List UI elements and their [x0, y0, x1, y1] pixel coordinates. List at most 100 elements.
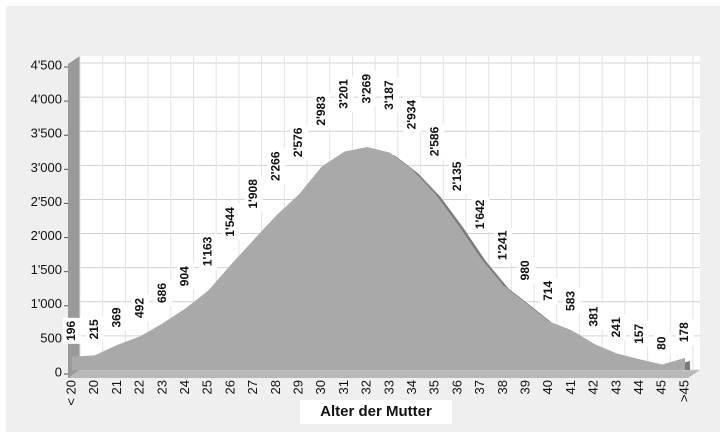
data-label: 583: [564, 291, 578, 311]
data-label: 492: [132, 298, 146, 318]
x-tick-label: 32: [359, 380, 374, 394]
data-label-box: [676, 319, 694, 346]
x-tick-label: 31: [336, 380, 351, 394]
data-label: 1'241: [496, 230, 510, 260]
data-label: 196: [64, 321, 78, 341]
left-wall: [68, 56, 80, 378]
data-label: 381: [586, 306, 600, 326]
y-tick-label: 1'000: [31, 296, 62, 311]
data-label-box: [403, 96, 422, 133]
data-label: 714: [541, 281, 555, 301]
data-label-box: [176, 263, 195, 290]
x-tick-label: 39: [518, 380, 533, 394]
data-label: 1'544: [223, 207, 237, 237]
y-tick-label: 3'500: [31, 126, 62, 141]
x-tick-label: 26: [222, 380, 237, 394]
data-label: 904: [178, 266, 192, 286]
data-label: 1'163: [200, 236, 214, 266]
data-label-box: [108, 304, 127, 331]
data-label-box: [63, 317, 81, 344]
data-label-box: [312, 93, 331, 129]
x-tick-label: 45: [654, 380, 669, 394]
y-tick-label: 1'500: [31, 262, 62, 277]
data-label-box: [448, 158, 467, 195]
x-tick-label: 41: [563, 380, 578, 394]
data-label-box: [221, 204, 240, 240]
x-tick-label: 27: [245, 380, 260, 394]
y-tick-label: 4'000: [31, 92, 62, 107]
data-label-box: [585, 303, 604, 330]
data-label-box: [630, 320, 649, 347]
data-label-box: [653, 333, 672, 353]
x-tick-label: 30: [313, 380, 328, 394]
x-tick-label: 36: [449, 380, 464, 394]
x-tick-label: 40: [540, 380, 555, 394]
x-tick-label: 28: [268, 380, 283, 394]
x-tick-label: 37: [472, 380, 487, 394]
y-tick-label: 2'000: [31, 228, 62, 243]
x-tick-label: 23: [154, 380, 169, 394]
x-tick-label: 33: [381, 380, 396, 394]
data-label-box: [539, 277, 558, 304]
data-label: 157: [632, 324, 646, 344]
y-tick-label: 500: [40, 330, 62, 345]
x-tick-label: 29: [290, 380, 305, 394]
data-label-box: [380, 77, 399, 113]
data-label: 241: [609, 317, 623, 337]
data-label: 2'983: [314, 96, 328, 126]
data-label: 686: [155, 283, 169, 303]
x-tick-label: 25: [200, 380, 215, 394]
data-label-box: [199, 233, 218, 270]
data-label: 2'135: [450, 161, 464, 191]
data-label-box: [85, 316, 104, 343]
data-label-box: [517, 257, 536, 284]
y-tick-label: 2'500: [31, 194, 62, 209]
data-label: 2'586: [427, 126, 441, 156]
data-label: 2'576: [291, 127, 305, 157]
data-label-box: [607, 314, 626, 341]
y-tick-label: 4'500: [31, 57, 62, 72]
data-label-box: [494, 227, 513, 264]
data-label-box: [267, 148, 286, 185]
data-label-box: [426, 123, 445, 160]
data-label: 2'934: [405, 100, 419, 130]
x-tick-label: 44: [631, 380, 646, 394]
x-tick-label: 42: [586, 380, 601, 394]
data-label: 980: [518, 260, 532, 280]
data-label-box: [153, 279, 172, 307]
data-label-box: [290, 124, 309, 161]
data-label-box: [244, 176, 263, 212]
x-tick-label: 38: [495, 380, 510, 394]
data-label: 3'187: [382, 80, 396, 110]
x-tick-label: 22: [132, 380, 147, 394]
data-label-box: [471, 196, 490, 233]
x-tick-label: 24: [177, 380, 192, 394]
x-title-box: [300, 400, 452, 424]
data-label-box: [131, 294, 150, 322]
data-label: 80: [654, 336, 668, 350]
x-tick-label: 43: [608, 380, 623, 394]
data-label: 3'269: [359, 74, 373, 104]
data-label: 1'642: [473, 199, 487, 229]
data-label-box: [358, 70, 377, 107]
x-tick-label: 20: [86, 380, 101, 394]
data-label-box: [335, 76, 354, 112]
floor: [68, 370, 700, 378]
data-label: 2'266: [269, 151, 283, 181]
y-tick-label: 3'000: [31, 160, 62, 175]
y-tick-label: 0: [55, 364, 62, 379]
data-label: 178: [677, 322, 691, 342]
area: [72, 146, 685, 370]
data-label: 1'908: [246, 179, 260, 209]
data-label: 3'201: [337, 79, 351, 109]
x-tick-label: >45: [676, 380, 691, 402]
x-axis-title: Alter der Mutter: [320, 403, 432, 420]
x-tick-label: 34: [404, 380, 419, 394]
x-tick-label: < 20: [63, 380, 78, 406]
data-label-box: [562, 287, 581, 314]
x-tick-label: 21: [109, 380, 124, 394]
data-label: 369: [110, 307, 124, 327]
x-tick-label: 35: [427, 380, 442, 394]
data-label: 215: [87, 319, 101, 339]
